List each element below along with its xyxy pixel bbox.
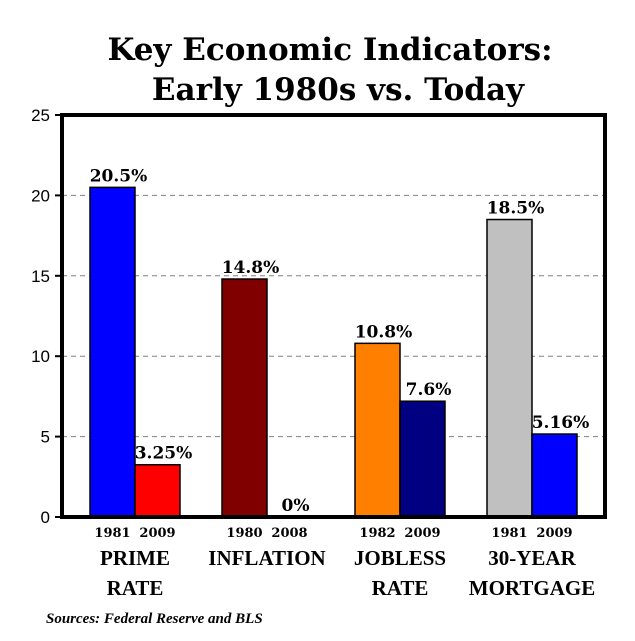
data-label: 14.8% [222, 258, 280, 278]
bar [354, 342, 401, 518]
bar [89, 186, 136, 518]
chart-title-line-1: Key Economic Indicators: [107, 32, 552, 68]
data-label: 18.5% [487, 199, 545, 219]
data-label: 5.16% [532, 413, 590, 433]
bars [89, 186, 578, 518]
y-axis-ticks: 0 5 10 15 20 25 [31, 106, 62, 527]
bar [531, 433, 578, 518]
bar [221, 278, 268, 518]
bar [134, 463, 181, 518]
data-label: 3.25% [135, 444, 193, 464]
bar [399, 400, 446, 518]
y-tick-label: 5 [41, 428, 50, 447]
year-label: 1981 [491, 526, 527, 541]
y-tick-label: 25 [31, 106, 50, 125]
x-axis-labels: 1981 2009 PRIME RATE 1980 2008 INFLATION 1982 20… [94, 526, 595, 600]
year-label: 1982 [359, 526, 395, 541]
plot-frame [60, 113, 607, 519]
year-label: 2009 [139, 526, 175, 541]
y-tick-label: 10 [31, 347, 50, 366]
category-label: JOBLESS [354, 546, 446, 570]
y-tick-label: 15 [31, 267, 50, 286]
category-label: RATE [107, 576, 164, 600]
source-note: Sources: Federal Reserve and BLS [46, 611, 263, 627]
chart-title-line-2: Early 1980s vs. Today [152, 72, 525, 108]
year-label: 2008 [271, 526, 307, 541]
bar [486, 218, 533, 518]
y-tick-label: 20 [31, 186, 50, 205]
category-label: PRIME [100, 546, 170, 570]
data-label: 7.6% [406, 380, 452, 400]
chart-title: Key Economic Indicators: Early 1980s vs.… [107, 32, 552, 108]
data-label: 20.5% [90, 166, 148, 186]
data-label: 0% [282, 496, 310, 516]
data-labels: 20.5% 3.25% 14.8% 0% 10.8% 7.6% 18.5% 5.16% [90, 166, 590, 516]
year-label: 1981 [94, 526, 130, 541]
y-tick-label: 0 [41, 508, 50, 527]
year-label: 2009 [536, 526, 572, 541]
category-label: MORTGAGE [469, 576, 595, 600]
category-label: RATE [372, 576, 429, 600]
data-label: 10.8% [355, 322, 413, 342]
category-label: INFLATION [208, 546, 325, 570]
year-label: 2009 [404, 526, 440, 541]
year-label: 1980 [226, 526, 262, 541]
category-label: 30-YEAR [488, 546, 576, 570]
